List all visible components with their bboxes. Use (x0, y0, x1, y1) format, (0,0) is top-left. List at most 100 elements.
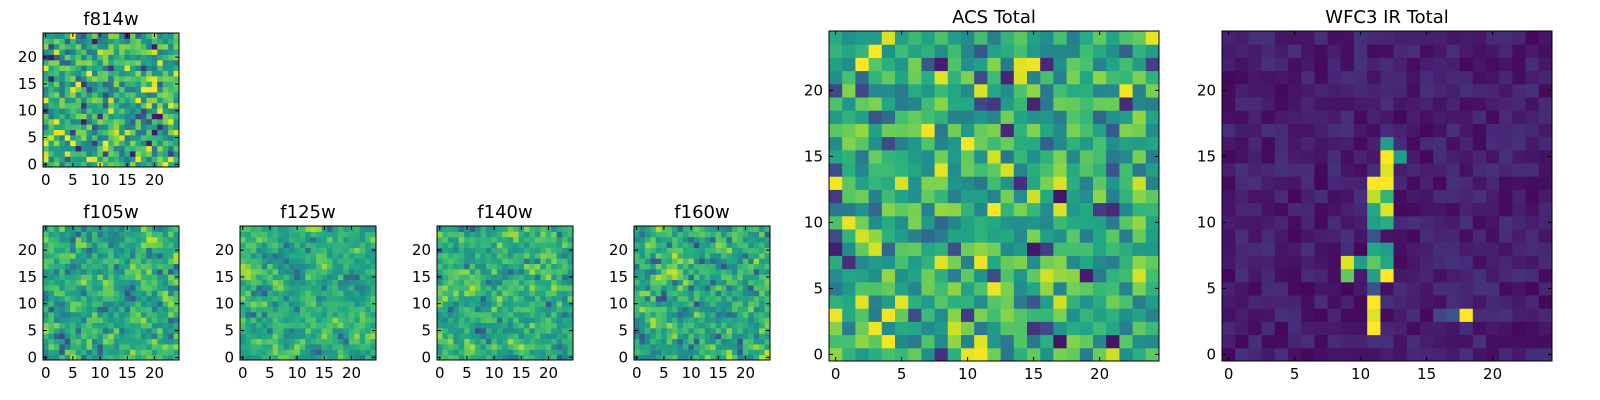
f814w-cell (102, 140, 109, 147)
f105w-cell (113, 317, 120, 323)
wfc3_ir_total-cell (1274, 347, 1289, 362)
acs_total-cell (974, 136, 988, 151)
acs_total-cell (1119, 334, 1134, 349)
acs_total-cell (974, 83, 988, 98)
f814w-cell (102, 102, 109, 109)
wfc3_ir_total-cell (1248, 83, 1263, 98)
f814w-cell (146, 118, 153, 125)
f125w-cell (343, 354, 350, 361)
f105w-cell (173, 349, 180, 356)
f814w-cell (81, 65, 88, 72)
f105w-cell (162, 295, 169, 302)
f105w-cell (135, 317, 142, 323)
f814w-cell (59, 38, 66, 45)
f160w-cell (666, 252, 673, 259)
f160w-cell (715, 311, 722, 318)
wfc3_ir_total-cell (1314, 189, 1329, 204)
f160w-cell (677, 258, 684, 265)
f814w-cell (97, 134, 104, 141)
f105w-cell (91, 226, 98, 232)
f125w-cell (316, 279, 323, 286)
f105w-cell (140, 231, 147, 238)
f160w-cell (677, 333, 684, 340)
f814w-cell (162, 118, 169, 125)
acs_total-cell (1093, 123, 1107, 138)
f160w-cell (704, 311, 711, 318)
f125w-cell (365, 279, 372, 286)
f105w-cell (168, 263, 175, 270)
f814w-ytick-label: 0 (27, 155, 37, 173)
f160w-cell (759, 343, 766, 350)
f140w-cell (502, 322, 509, 329)
f160w-cell (759, 306, 766, 313)
f140w-cell (485, 274, 492, 281)
f105w-cell (113, 333, 120, 340)
f160w-cell (699, 322, 706, 329)
f140w-cell (556, 306, 563, 313)
f125w-cell (365, 263, 372, 270)
f814w-cell (97, 81, 104, 88)
f814w-cell (64, 70, 71, 77)
f160w-cell (699, 242, 706, 248)
acs_total-cell (987, 242, 1002, 256)
f814w-cell (81, 118, 88, 125)
f105w-cell (86, 338, 93, 345)
acs_total-cell (1119, 163, 1134, 177)
f140w-cell (507, 301, 514, 307)
wfc3_ir_total-cell (1512, 83, 1527, 98)
f814w-cell (124, 108, 131, 114)
f105w-cell (124, 236, 131, 243)
f140w-xtick-label: 0 (435, 364, 445, 382)
acs_total-cell (855, 31, 870, 45)
wfc3_ir_total-cell (1393, 189, 1408, 204)
f140w-cell (475, 231, 482, 238)
f140w-cell (545, 236, 552, 243)
f125w-cell (272, 322, 279, 329)
f105w-cell (124, 306, 131, 313)
f125w-cell (310, 290, 317, 297)
wfc3_ir_total-cell (1380, 70, 1395, 85)
acs_total-cell (1053, 31, 1068, 45)
f160w-cell (639, 268, 646, 275)
wfc3_ir_total-cell (1367, 123, 1381, 138)
f125w-cell (310, 279, 317, 286)
wfc3_ir_total-cell (1327, 215, 1342, 230)
f125w-cell (305, 327, 312, 334)
wfc3_ir_total-cell (1525, 268, 1540, 283)
f125w-cell (321, 247, 328, 254)
f814w-cell (162, 134, 169, 141)
acs_total-cell (987, 176, 1002, 190)
wfc3_ir_total-cell (1288, 295, 1302, 309)
f140w-cell (513, 290, 520, 297)
f105w-cell (75, 301, 82, 307)
f160w-cell (753, 311, 760, 318)
f125w-cell (305, 349, 312, 356)
f125w-cell (288, 258, 295, 265)
wfc3_ir_total-cell (1499, 57, 1513, 72)
f814w-cell (64, 156, 71, 163)
acs_total-cell (855, 202, 870, 217)
f160w-cell (688, 236, 695, 243)
wfc3_ir_total-cell (1314, 347, 1329, 362)
f160w-cell (748, 327, 755, 334)
acs_total-cell (1093, 163, 1107, 177)
f814w-cell (70, 54, 77, 61)
f125w-cell (250, 306, 257, 313)
f125w-cell (299, 252, 306, 259)
f160w-cell (737, 268, 744, 275)
f125w-xtick-label: 20 (342, 364, 361, 382)
f160w-cell (710, 327, 717, 334)
f105w-cell (70, 252, 77, 259)
f105w-cell (130, 311, 136, 318)
f125w-cell (343, 258, 350, 265)
f160w-cell (715, 343, 722, 350)
f140w-cell (491, 317, 498, 323)
f814w-cell (162, 102, 169, 109)
f125w-cell (272, 338, 279, 345)
f140w-cell (529, 354, 536, 361)
f125w-cell (245, 268, 252, 275)
acs_total-cell (961, 70, 975, 85)
wfc3_ir_total-cell (1525, 308, 1540, 322)
f814w-cell (59, 134, 66, 141)
wfc3_ir_total-cell (1393, 97, 1408, 111)
